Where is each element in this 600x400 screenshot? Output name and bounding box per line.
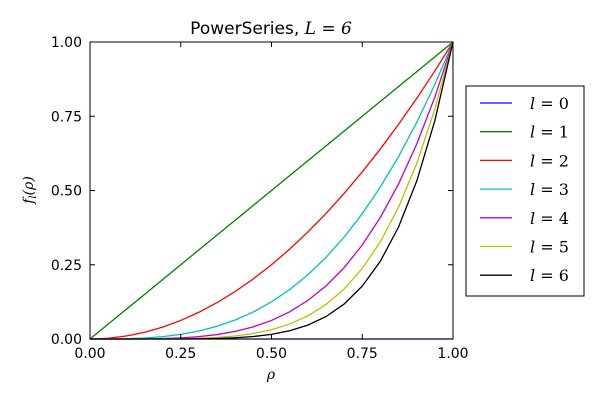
x-tick-label: 0.50 [256, 346, 287, 362]
legend-label-5: l = 5 [530, 238, 569, 257]
series-line-2 [89, 41, 454, 340]
y-tick-label: 0.50 [51, 184, 82, 200]
series-line-3 [89, 41, 454, 340]
y-tick-label: 0.25 [51, 258, 82, 274]
y-tick-label: 1.00 [51, 35, 82, 51]
legend-label-3: l = 3 [530, 180, 569, 199]
legend-label-6: l = 6 [530, 266, 569, 285]
legend-box [465, 85, 585, 297]
x-tick-label: 0.75 [347, 346, 378, 362]
x-tick-label: 1.00 [437, 346, 468, 362]
legend-label-2: l = 2 [530, 151, 569, 170]
x-axis-label: ρ [266, 367, 276, 383]
legend-label-1: l = 1 [530, 123, 569, 142]
y-tick-label: 0.00 [51, 332, 82, 348]
tick-layer: 0.00 0.25 0.50 0.75 1.00 0.00 0.25 0.50 0.75 1.00 [51, 35, 469, 362]
y-axis-label: fl(ρ) [21, 176, 39, 205]
legend: l = 0 l = 1 l = 2 l = 3 l = 4 l = 5 l = 6 [480, 94, 569, 285]
x-tick-label: 0.25 [165, 346, 196, 362]
series-layer [89, 41, 454, 340]
x-tick-label: 0.00 [74, 346, 105, 362]
chart-title: PowerSeries, L = 6 [190, 19, 352, 39]
series-line-1 [89, 41, 454, 340]
legend-label-0: l = 0 [530, 94, 569, 113]
legend-label-4: l = 4 [530, 209, 569, 228]
y-tick-label: 0.75 [51, 109, 82, 125]
